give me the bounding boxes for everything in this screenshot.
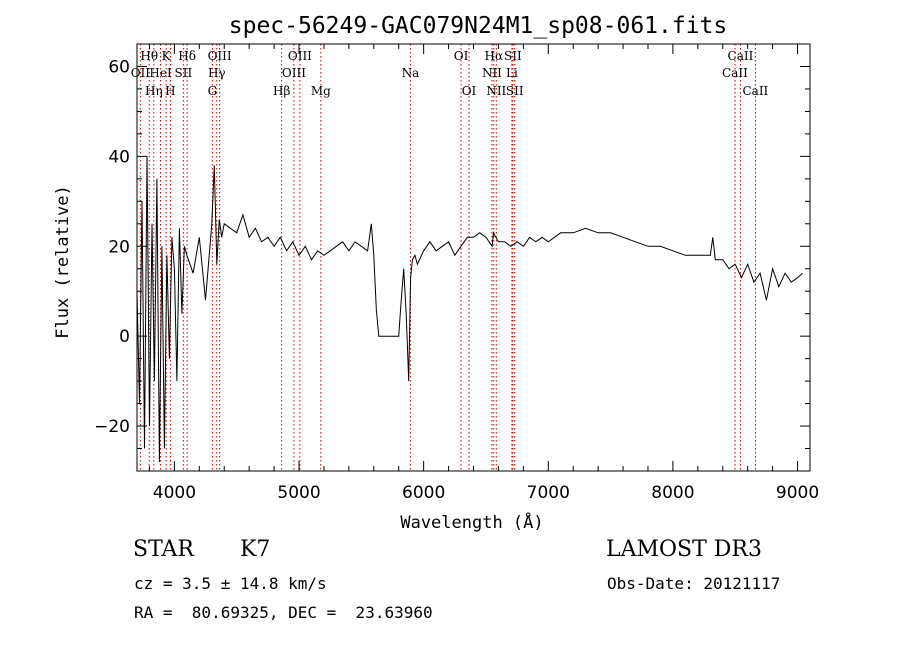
x-tick-label: 4000 — [153, 483, 196, 503]
y-tick-label: 0 — [119, 327, 130, 347]
spectrum-line-0 — [136, 156, 803, 463]
line-label-Mg: Mg — [311, 84, 331, 98]
line-label-K: K — [162, 49, 172, 63]
line-label-OI: OI — [462, 84, 477, 98]
line-label-Hα: Hα — [485, 49, 504, 63]
line-label-SII: SII — [504, 49, 522, 63]
redshift-readout: cz = 3.5 ± 14.8 km/s — [134, 574, 327, 593]
coordinates-readout: RA = 80.69325, DEC = 23.63960 — [134, 603, 433, 622]
spectral-subclass: K7 — [240, 537, 271, 562]
chart-title: spec-56249-GAC079N24M1_sp08-061.fits — [229, 13, 728, 39]
survey-name: LAMOST DR3 — [606, 537, 762, 562]
observation-date: Obs-Date: 20121117 — [607, 574, 781, 593]
line-label-NII: NII — [486, 84, 506, 98]
spectrum-series — [136, 156, 803, 463]
line-label-OIII: OIII — [208, 49, 232, 63]
line-labels: OIIHθHηHeIKHSIIHδGHγOIIIHβOIIIOIIIMgNaOI… — [131, 49, 769, 98]
x-tick-label: 8000 — [651, 483, 694, 503]
line-label-Hθ: Hθ — [140, 49, 158, 63]
plot-frame — [136, 43, 811, 472]
y-axis-label: Flux (relative) — [53, 185, 73, 339]
y-tick-label: 40 — [108, 147, 130, 167]
line-label-OIII: OIII — [282, 66, 306, 80]
line-label-Hγ: Hγ — [208, 66, 226, 80]
line-label-SII: SII — [506, 84, 524, 98]
line-label-OII: OII — [131, 66, 151, 80]
x-tick-label: 6000 — [402, 483, 445, 503]
line-label-NII: NII — [482, 66, 502, 80]
line-label-CaII: CaII — [742, 84, 768, 98]
line-label-OIII: OIII — [288, 49, 312, 63]
y-tick-label: 60 — [108, 57, 130, 77]
line-label-CaII: CaII — [728, 49, 754, 63]
axes: 4000 5000 6000 7000 8000 9000 −20 0 20 40 60 — [94, 43, 819, 503]
line-label-OI: OI — [454, 49, 469, 63]
line-label-SII: SII — [175, 66, 193, 80]
line-label-Li: Li — [506, 66, 518, 80]
line-label-G: G — [208, 84, 218, 98]
y-tick-label: −20 — [94, 417, 130, 437]
line-label-HeI: HeI — [149, 66, 172, 80]
y-tick-label: 20 — [108, 237, 130, 257]
x-axis-label: Wavelength (Å) — [400, 511, 543, 533]
line-label-CaII: CaII — [722, 66, 748, 80]
object-type: STAR — [133, 537, 194, 562]
line-label-H: H — [165, 84, 175, 98]
line-label-Hη: Hη — [145, 84, 163, 98]
line-label-Hβ: Hβ — [273, 84, 290, 98]
line-label-Hδ: Hδ — [178, 49, 196, 63]
line-markers — [139, 44, 756, 471]
x-tick-label: 5000 — [277, 483, 320, 503]
x-tick-label: 7000 — [527, 483, 570, 503]
x-tick-label: 9000 — [776, 483, 819, 503]
line-label-Na: Na — [402, 66, 420, 80]
